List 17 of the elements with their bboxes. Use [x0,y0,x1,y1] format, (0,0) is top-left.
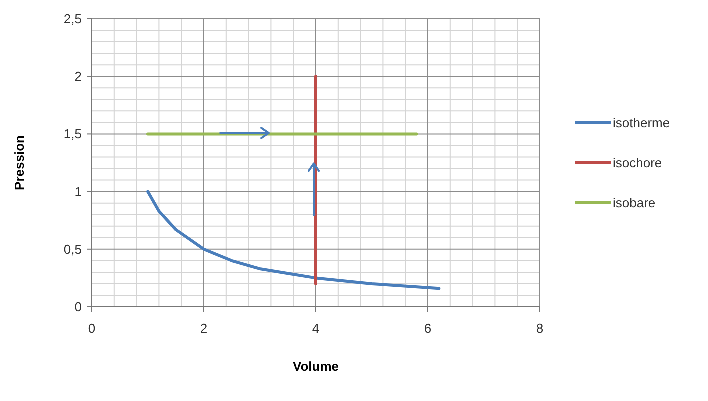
y-tick-label: 0 [74,300,82,314]
x-tick-label: 8 [536,321,544,336]
y-tick-label: 1,5 [64,126,82,142]
x-tick-label: 6 [424,321,432,336]
x-tick-label: 0 [88,321,96,336]
x-axis-title: Volume [293,359,339,374]
x-tick-label: 2 [200,321,208,336]
x-tick-label: 4 [312,321,320,336]
y-tick-label: 1 [74,184,82,200]
y-tick-label: 0,5 [64,242,82,257]
y-tick-label: 2,5 [64,12,82,26]
line-series [146,190,441,290]
y-tick-label: 2 [74,69,82,84]
legend-label: isobare [613,196,656,210]
legend-label: isochore [613,156,662,170]
legend-label: isotherme [613,116,670,130]
y-axis-title: Pression [12,135,27,190]
